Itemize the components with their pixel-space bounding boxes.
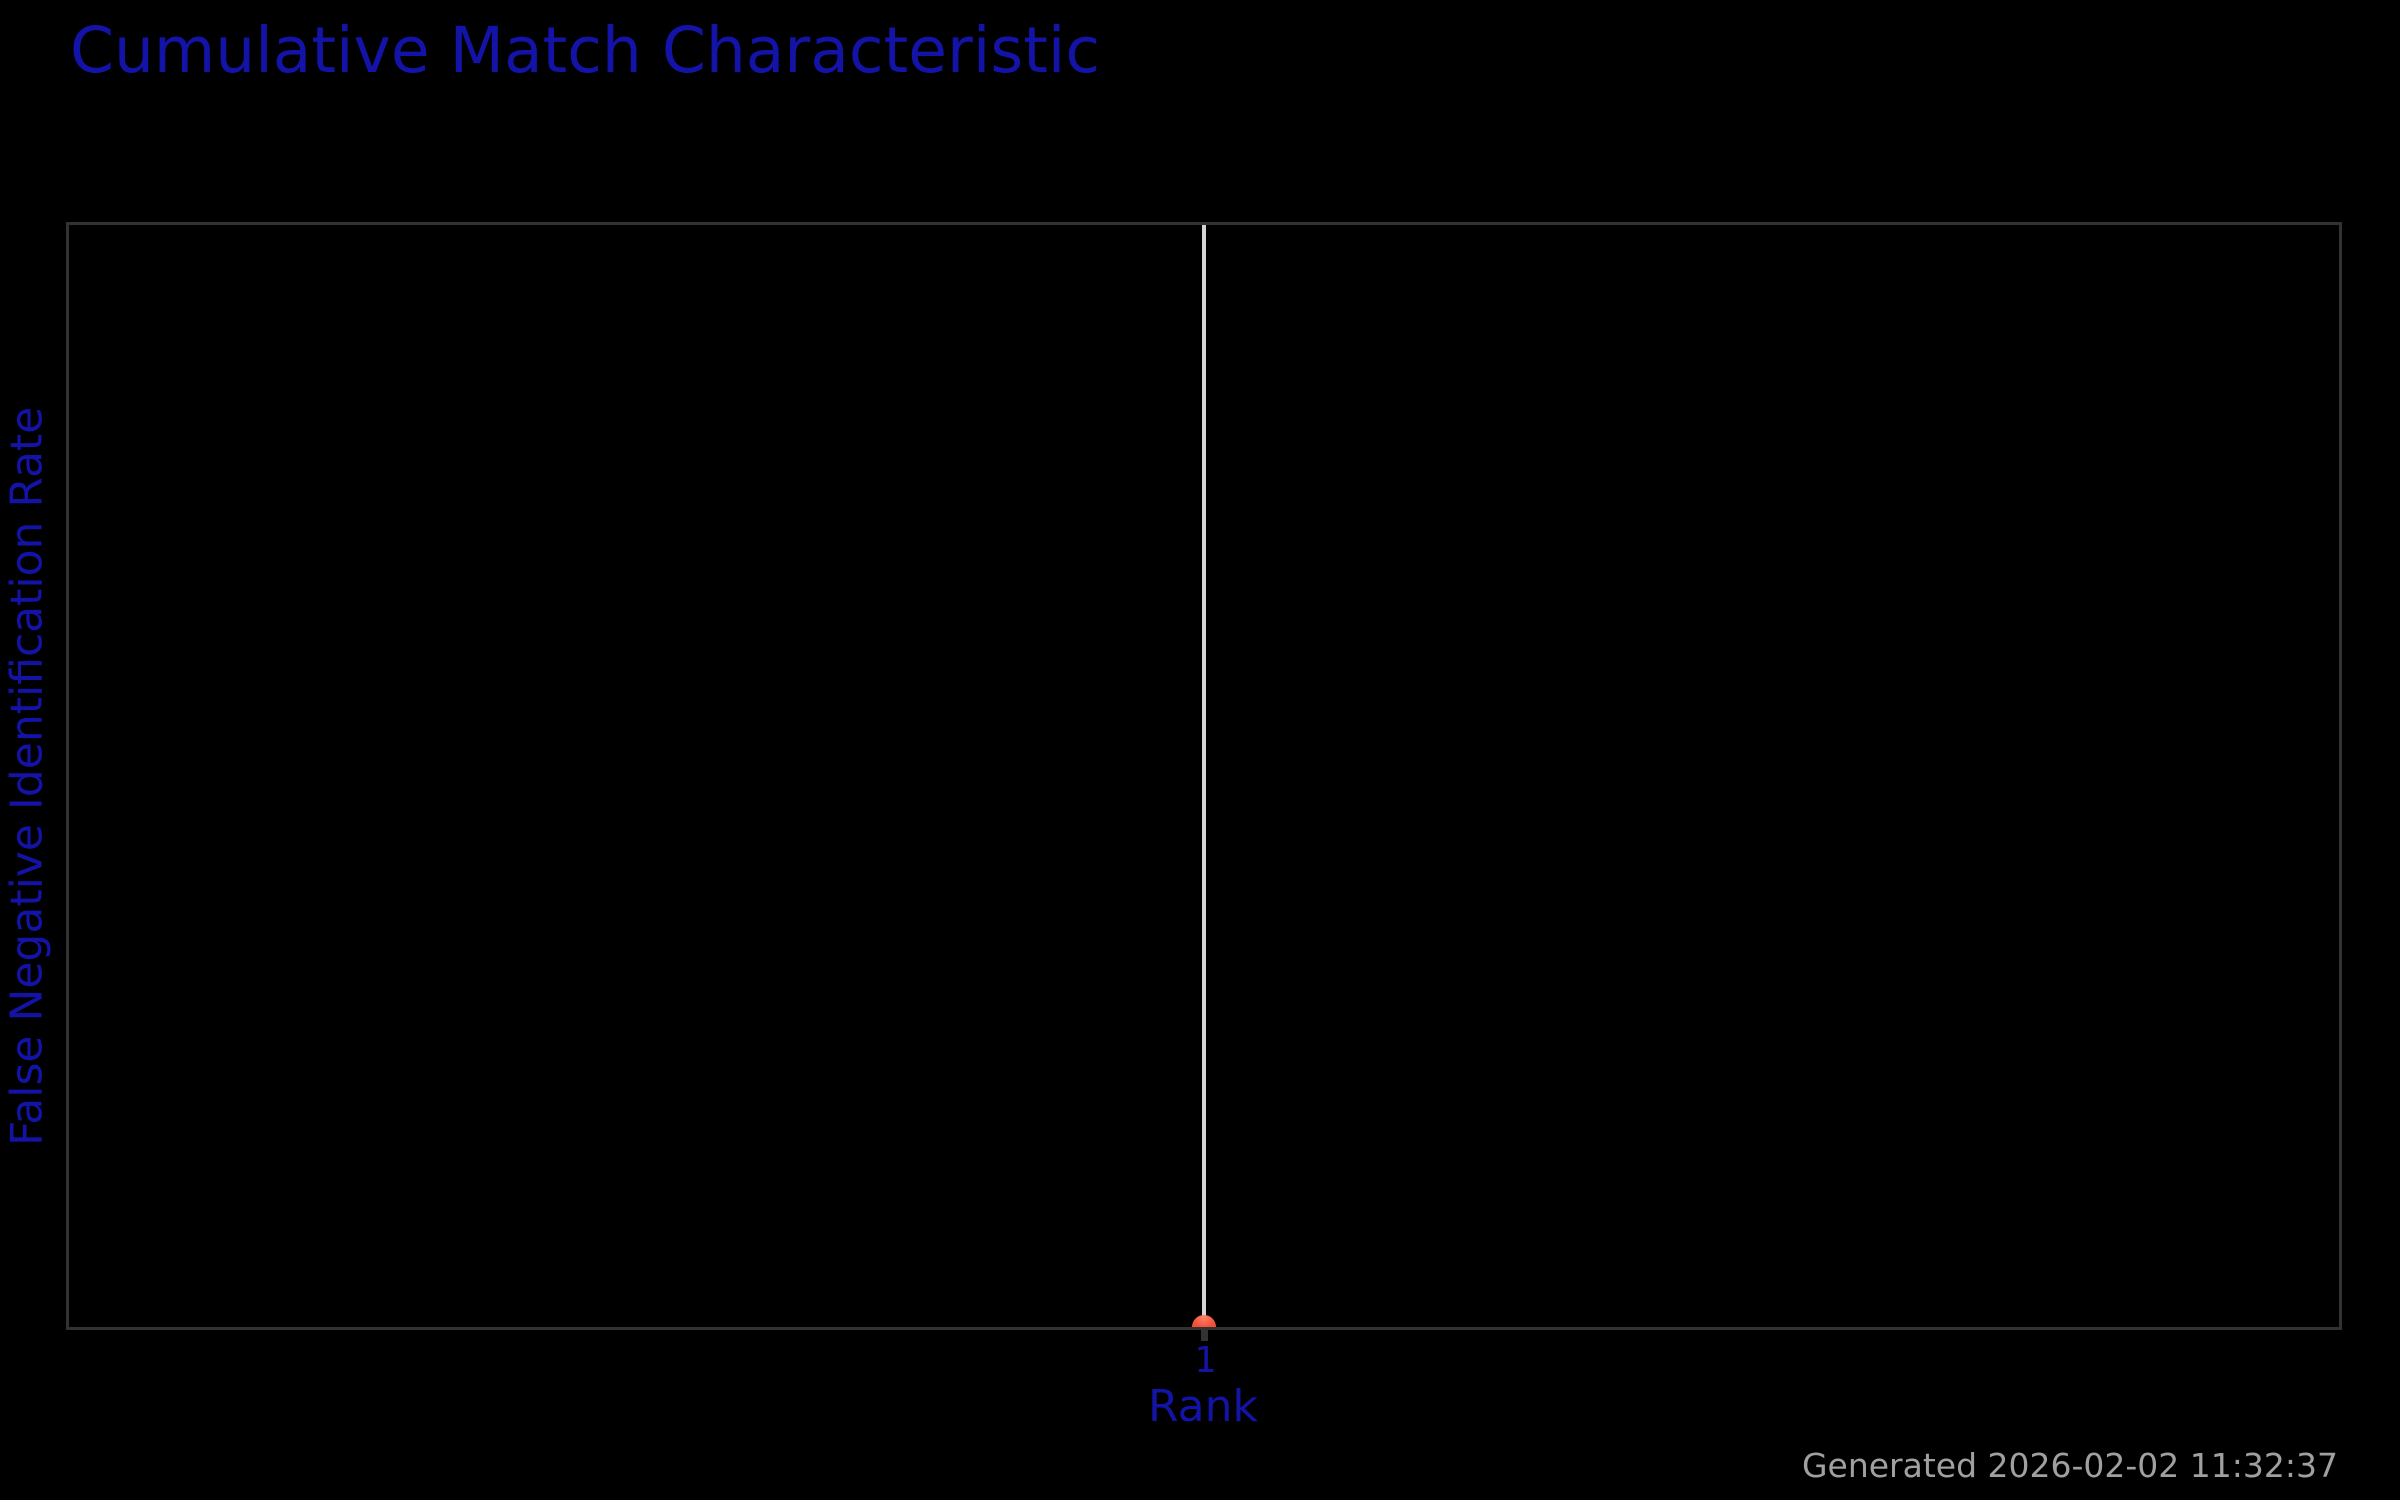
cmc-curve-vertical-line	[1202, 225, 1206, 1327]
chart-title: Cumulative Match Characteristic	[70, 14, 1101, 87]
x-axis-tick-label: 1	[1194, 1340, 1216, 1381]
y-axis-label: False Negative Identification Rate	[1, 406, 53, 1146]
x-axis-tick-mark	[1201, 1330, 1208, 1341]
plot-area	[66, 222, 2342, 1330]
generated-timestamp: Generated 2026-02-02 11:32:37	[1801, 1446, 2338, 1485]
rank1-data-point-marker	[1192, 1315, 1216, 1327]
x-axis-label: Rank	[1148, 1381, 1258, 1432]
